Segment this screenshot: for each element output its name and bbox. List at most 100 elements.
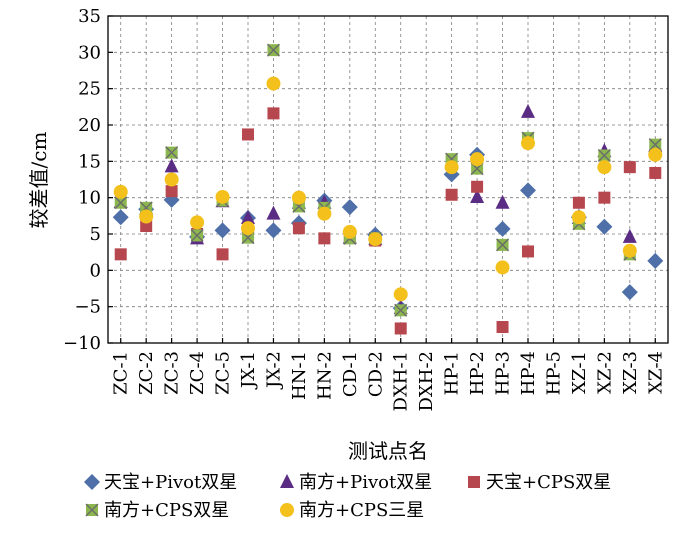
legend-label: 南方+Pivot双星 — [299, 472, 432, 493]
data-point — [114, 248, 127, 261]
series-5 — [113, 76, 663, 302]
legend-marker — [84, 474, 100, 490]
legend-item: 南方+CPS双星 — [85, 500, 229, 521]
x-tick-label: HN-2 — [314, 351, 335, 400]
x-tick-label: HP-4 — [518, 351, 539, 395]
data-point — [317, 206, 332, 221]
data-point — [214, 222, 231, 239]
x-tick-label: ZC-1 — [111, 351, 132, 395]
y-tick-label: 5 — [90, 224, 101, 245]
x-tick-label: HP-5 — [543, 351, 564, 395]
data-point — [291, 190, 306, 205]
x-axis: ZC-1 ZC-2 ZC-3 ZC-4 ZC-5 JX-1 JX-2 HN-1 HN-2 CD-1… — [111, 338, 666, 411]
y-axis: −10 −5 0 5 10 15 20 25 30 35 — [63, 6, 113, 354]
data-point — [648, 147, 663, 162]
x-tick-label: JX-1 — [238, 351, 259, 390]
x-tick-label: HP-2 — [467, 351, 488, 395]
data-point — [521, 136, 535, 151]
y-axis-title: 较差值/cm — [27, 132, 51, 229]
x-tick-label: JX-2 — [263, 351, 284, 390]
x-tick-label: XZ-4 — [645, 351, 666, 394]
legend-label: 天宝+CPS双星 — [486, 472, 611, 493]
x-tick-label: XZ-1 — [569, 351, 590, 394]
y-tick-label: 20 — [78, 115, 101, 136]
data-point — [622, 228, 637, 243]
x-tick-label: ZC-4 — [187, 351, 208, 395]
legend-item: 南方+Pivot双星 — [280, 472, 432, 493]
data-point — [597, 160, 612, 175]
data-point — [165, 185, 178, 198]
data-point — [318, 232, 331, 245]
data-point — [368, 232, 383, 247]
data-point — [445, 188, 458, 201]
data-point — [520, 182, 536, 199]
legend-label: 南方+CPS三星 — [299, 500, 424, 521]
data-point — [292, 222, 305, 235]
data-point — [622, 243, 637, 258]
y-tick-label: 35 — [78, 6, 101, 27]
data-point — [241, 221, 255, 236]
y-tick-label: 0 — [90, 260, 101, 281]
data-point — [216, 248, 229, 261]
data-point — [621, 284, 638, 301]
data-point — [444, 160, 459, 175]
data-point — [649, 166, 662, 179]
data-point — [241, 210, 255, 225]
data-point — [522, 245, 534, 258]
data-point — [164, 172, 179, 187]
data-point — [470, 152, 485, 167]
y-tick-label: 10 — [78, 188, 101, 209]
y-tick-label: 15 — [78, 151, 101, 172]
x-tick-label: ZC-3 — [162, 351, 183, 395]
x-tick-label: CD-2 — [365, 351, 386, 397]
x-tick-label: HN-1 — [289, 351, 310, 400]
x-tick-label: XZ-2 — [594, 351, 615, 394]
data-point — [266, 205, 281, 220]
data-point — [394, 303, 408, 317]
data-point — [496, 321, 509, 334]
data-point — [470, 188, 485, 203]
data-point — [597, 149, 611, 163]
data-point — [139, 209, 154, 224]
data-point — [242, 128, 254, 141]
data-point — [140, 220, 153, 233]
data-point — [598, 191, 611, 204]
data-point — [647, 252, 664, 269]
data-point — [471, 180, 484, 193]
data-point — [266, 76, 281, 91]
data-point — [164, 158, 179, 173]
data-point — [113, 184, 128, 199]
x-tick-label: HP-3 — [493, 351, 514, 395]
data-point — [190, 228, 204, 242]
legend-marker — [468, 476, 480, 488]
data-point — [494, 220, 511, 237]
legend-marker — [280, 503, 294, 517]
data-point — [265, 222, 282, 239]
legend-marker — [85, 503, 99, 517]
plot-area-frame — [107, 15, 669, 344]
data-point — [190, 215, 205, 230]
x-tick-label: XZ-3 — [620, 351, 641, 394]
data-point — [521, 103, 535, 118]
data-point — [496, 238, 510, 252]
y-tick-label: −5 — [74, 297, 101, 318]
legend-item: 天宝+CPS双星 — [468, 472, 611, 493]
legend-item: 天宝+Pivot双星 — [84, 472, 237, 493]
legend-label: 天宝+Pivot双星 — [104, 472, 237, 493]
x-tick-label: DXH-1 — [391, 351, 412, 411]
data-point — [393, 287, 408, 302]
data-point — [394, 322, 407, 335]
data-point — [165, 146, 179, 160]
data-point — [495, 260, 510, 275]
x-tick-label: CD-1 — [340, 351, 361, 397]
data-points — [112, 43, 664, 335]
y-tick-label: 30 — [78, 42, 101, 63]
data-point — [572, 196, 585, 209]
data-point — [341, 199, 358, 216]
x-axis-title: 测试点名 — [348, 439, 428, 463]
data-point — [112, 209, 129, 226]
x-tick-label: DXH-2 — [416, 351, 437, 411]
data-point — [114, 196, 128, 210]
legend-label: 南方+CPS双星 — [104, 500, 229, 521]
